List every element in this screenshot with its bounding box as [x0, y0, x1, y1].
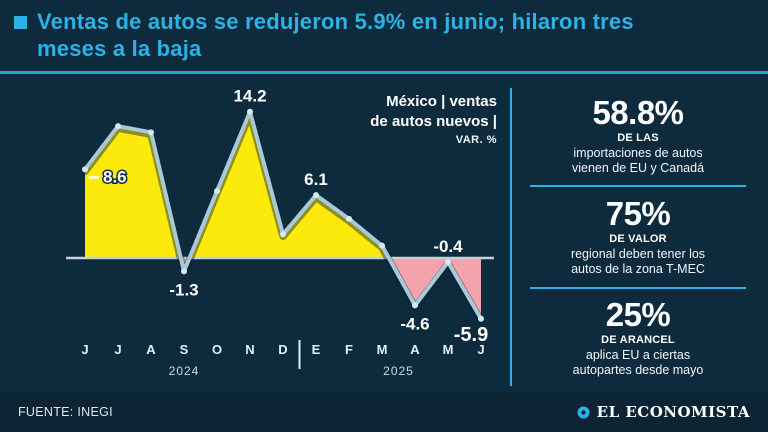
year-label: 2024: [169, 364, 200, 378]
headline-line-2: meses a la baja: [37, 35, 202, 61]
x-axis-label: E: [312, 342, 321, 357]
x-axis-label: J: [477, 342, 484, 357]
data-point-marker: [280, 231, 286, 238]
chart-legend-title: México | ventas de autos nuevos |: [370, 92, 497, 131]
data-point-marker: [82, 166, 88, 173]
x-axis-label: A: [410, 342, 420, 357]
data-point-marker: [313, 192, 319, 199]
title-bullet-icon: [14, 16, 27, 29]
legend-line-2: de autos nuevos |: [370, 112, 497, 130]
header-divider: [0, 71, 768, 74]
stats-panel: 58.8% DE LAS importaciones de autos vien…: [522, 86, 754, 388]
x-axis-label: J: [81, 342, 88, 357]
legend-unit: VAR. %: [455, 134, 497, 146]
stat-value: 25%: [605, 296, 671, 334]
data-point-marker: [115, 123, 121, 130]
stat-description: importaciones de autos vienen de EU y Ca…: [571, 145, 705, 175]
x-axis-label: A: [146, 342, 156, 357]
value-label: -4.6: [400, 314, 429, 333]
positive-area: [85, 111, 481, 258]
footer: FUENTE: INEGI EL ECONOMISTA: [0, 392, 768, 432]
negative-area: [85, 258, 481, 319]
x-axis-label: M: [443, 342, 454, 357]
legend-line-1: México | ventas: [386, 93, 497, 110]
x-axis-label: M: [377, 342, 388, 357]
stat-description: regional deben tener los autos de la zon…: [570, 246, 706, 276]
stat-label: DE VALOR: [609, 232, 667, 245]
stat-value: 75%: [605, 194, 671, 232]
value-label: 14.2: [233, 87, 266, 106]
data-point-marker: [445, 259, 451, 266]
data-point-marker: [181, 268, 187, 275]
value-label: 8.6: [103, 167, 127, 186]
stat-divider: [530, 185, 746, 188]
value-label: -1.3: [169, 280, 198, 299]
data-point-marker: [478, 315, 484, 322]
x-axis-label: S: [180, 342, 189, 357]
data-point-marker: [379, 242, 385, 249]
source-credit: FUENTE: INEGI: [18, 405, 113, 419]
x-axis-label: N: [245, 342, 254, 357]
stat-label: DE ARANCEL: [601, 334, 675, 347]
x-axis-label: F: [345, 342, 353, 357]
stat-imports: 58.8% DE LAS importaciones de autos vien…: [522, 86, 754, 185]
value-label: -0.4: [433, 237, 463, 256]
data-point-marker: [214, 188, 220, 195]
stat-regional-value: 75% DE VALOR regional deben tener los au…: [522, 187, 754, 286]
value-label: 6.1: [304, 170, 328, 189]
stat-description: aplica EU a ciertas autopartes desde may…: [572, 348, 704, 378]
stat-divider: [530, 286, 746, 289]
headline-line-1: Ventas de autos se redujeron 5.9% en jun…: [37, 9, 634, 34]
brand-name: EL ECONOMISTA: [596, 403, 750, 421]
stat-label: DE LAS: [617, 131, 659, 144]
x-axis-label: J: [114, 342, 121, 357]
sales-chart: 8.6-1.314.26.1-4.6-0.4-5.9J J A S O N D E F M A M J2…: [66, 85, 494, 378]
x-axis-label: O: [212, 342, 222, 357]
data-point-marker: [412, 302, 418, 309]
x-axis-label: D: [278, 342, 287, 357]
year-label: 2025: [383, 364, 414, 378]
data-point-marker: [346, 215, 352, 222]
panel-divider: [510, 88, 512, 386]
stat-tariff: 25% DE ARANCEL aplica EU a ciertas autop…: [522, 289, 754, 388]
stat-value: 58.8%: [592, 93, 684, 131]
chart-legend: México | ventas de autos nuevos | VAR. %: [370, 92, 497, 146]
data-point-marker: [247, 108, 253, 115]
value-label: -5.9: [454, 324, 488, 346]
data-point-marker: [148, 129, 154, 136]
headline: Ventas de autos se redujeron 5.9% en jun…: [37, 9, 757, 63]
el-economista-icon: [577, 406, 590, 418]
brand-logo: EL ECONOMISTA: [577, 403, 750, 421]
